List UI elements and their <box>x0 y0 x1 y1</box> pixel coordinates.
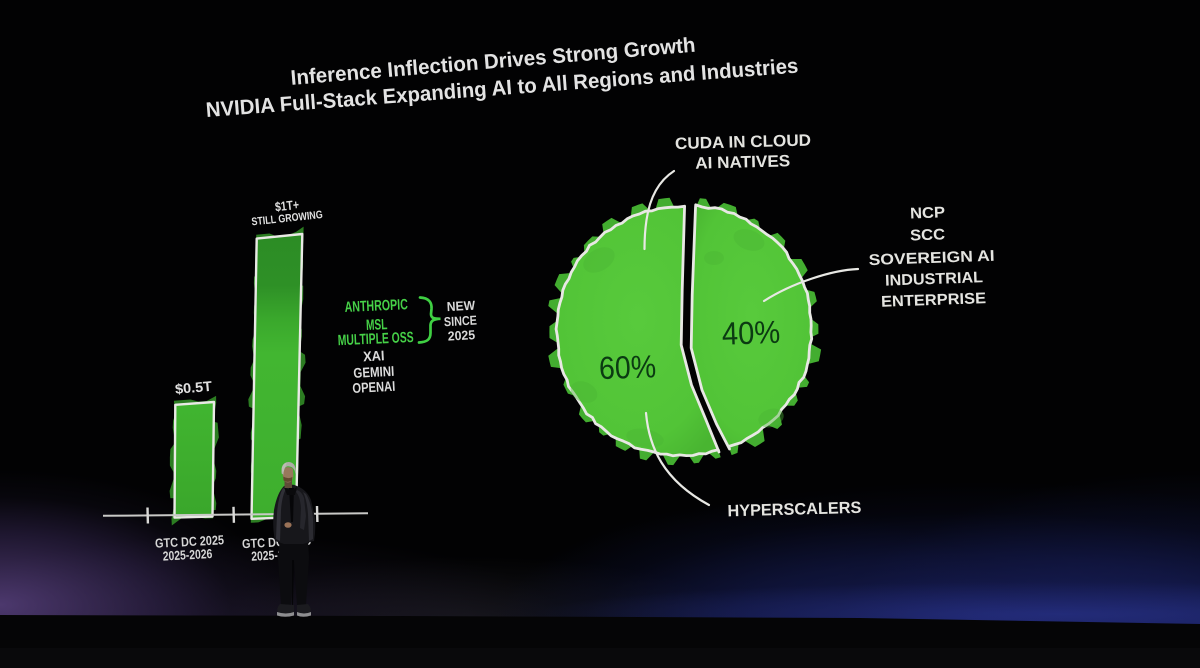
svg-text:MULTIPLE OSS: MULTIPLE OSS <box>337 329 413 349</box>
svg-text:STILL GROWING: STILL GROWING <box>251 209 323 228</box>
svg-text:GEMINI: GEMINI <box>353 363 395 381</box>
svg-text:40%: 40% <box>721 314 781 352</box>
svg-text:SCC: SCC <box>910 226 946 244</box>
svg-text:SINCE: SINCE <box>444 313 478 330</box>
svg-text:HYPERSCALERS: HYPERSCALERS <box>727 499 861 521</box>
svg-text:$1T+: $1T+ <box>274 197 300 214</box>
svg-text:MSL: MSL <box>366 316 388 334</box>
svg-text:XAI: XAI <box>363 347 385 364</box>
svg-text:2025-2026: 2025-2026 <box>162 546 212 564</box>
svg-text:$0.5T: $0.5T <box>174 378 213 397</box>
svg-text:AI NATIVES: AI NATIVES <box>695 152 790 172</box>
svg-text:2025: 2025 <box>447 327 475 343</box>
svg-text:GTC DC 2025: GTC DC 2025 <box>155 532 225 551</box>
svg-text:ENTERPRISE: ENTERPRISE <box>881 290 987 311</box>
svg-text:INDUSTRIAL: INDUSTRIAL <box>885 269 984 289</box>
svg-text:OPENAI: OPENAI <box>352 378 396 396</box>
svg-text:ANTHROPIC: ANTHROPIC <box>344 296 408 316</box>
svg-text:NEW: NEW <box>446 298 476 314</box>
svg-text:SOVEREIGN AI: SOVEREIGN AI <box>868 248 995 269</box>
svg-text:60%: 60% <box>598 348 656 386</box>
svg-text:CUDA IN CLOUD: CUDA IN CLOUD <box>675 132 812 154</box>
svg-text:NCP: NCP <box>910 204 946 222</box>
